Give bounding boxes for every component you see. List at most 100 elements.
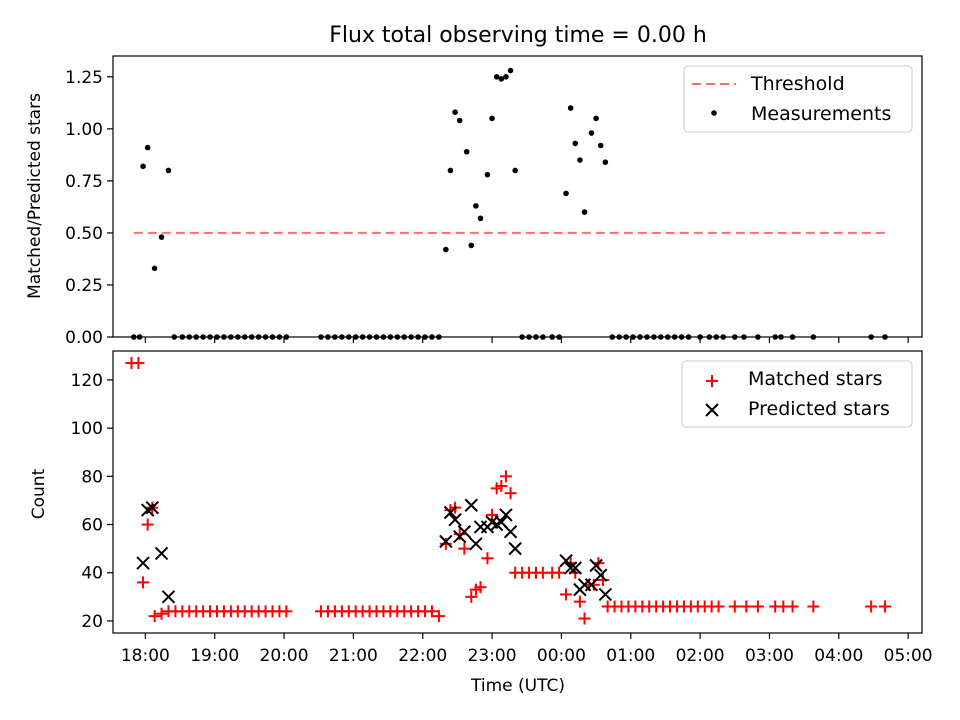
matched-star-point [425,605,438,618]
matched-star-point [587,578,600,591]
measurement-point [572,140,579,147]
bottom-y-axis-label: Count [29,468,49,519]
predicted-star-point [469,537,483,551]
predicted-star-point [508,541,522,556]
predicted-star-point [503,525,518,539]
measurement-point [456,117,463,124]
matched-star-point [504,487,517,500]
predicted-star-point [448,513,462,527]
top-y-tick-label: 0.50 [65,224,103,244]
predicted-star-point [568,561,582,575]
matched-star-point [280,605,293,618]
predicted-star-point [145,500,160,515]
measurement-point [158,234,165,240]
matched-star-point [465,590,478,603]
bottom-plot-frame [112,350,923,634]
bottom-legend-box [681,360,913,428]
flux-ratio-panel: Flux total observing time = 0.00 h Match… [25,23,923,348]
predicted-star-point [154,546,169,561]
top-y-tick-label: 1.00 [65,120,103,140]
measurement-point [447,167,454,174]
measurement-point [507,67,514,74]
top-legend: Threshold Measurements [683,65,913,133]
measurement-point [577,157,583,163]
top-y-tick-label: 0.25 [65,276,103,296]
x-tick-label: 04:00 [814,646,863,666]
measurements-legend-swatch [711,110,717,116]
matched-star-point [879,600,892,613]
matched-star-point [560,588,573,601]
predicted-star-point [499,508,513,522]
bottom-y-tick-label: 20 [81,612,103,632]
measurement-point [463,148,470,155]
predicted-star-point [589,558,603,573]
measurement-point [151,265,158,272]
x-tick-label: 05:00 [884,646,933,666]
matched-star-point [573,595,586,608]
x-tick-label: 23:00 [468,646,517,666]
top-y-axis-label: Matched/Predicted stars [25,93,45,299]
predicted-star-point [598,587,613,602]
measurement-point [602,159,609,165]
predicted-legend-swatch [705,403,719,417]
measurement-point [567,105,574,111]
matched-star-point [553,566,566,579]
measurement-point [563,190,569,197]
measurement-point [512,167,518,174]
threshold-legend-label: Threshold [750,73,845,95]
matched-star-point [481,552,494,565]
x-tick-label: 03:00 [745,646,794,666]
x-tick-label: 00:00 [537,646,586,666]
bottom-y-tick-label: 60 [81,516,103,536]
matched-star-point [453,528,466,541]
x-tick-label: 01:00 [606,646,655,666]
top-legend-box [683,65,913,133]
matched-star-point [728,600,741,613]
bottom-legend: Matched stars Predicted stars [681,360,913,428]
bottom-y-axis: 20 40 60 80 100 120 [71,371,113,632]
matched-star-point [740,600,753,613]
x-tick-label: 18:00 [121,646,170,666]
matched-star-point [751,600,764,613]
bottom-x-axis: 18:00 19:00 20:00 21:00 22:00 23:00 00:00 01:00… [121,633,933,666]
measurement-point [489,115,495,122]
matched-star-point [786,600,799,613]
measurement-point [493,74,500,80]
x-tick-label: 20:00 [260,646,309,666]
matched-legend-label: Matched stars [748,368,882,390]
measurement-point [473,203,479,209]
predicted-star-point [464,498,478,512]
x-axis-label: Time (UTC) [470,676,565,696]
count-panel: Count Time (UTC) 20 40 60 80 100 120 18:00 19:… [29,350,933,696]
top-x-axis [144,337,909,343]
predicted-star-point [457,525,472,539]
predicted-star-point [161,590,176,604]
matched-star-point [141,518,154,531]
matched-star-point [495,479,508,492]
matched-star-point [474,581,487,594]
top-y-tick-label: 0.75 [65,172,103,192]
measurements-legend-label: Measurements [751,103,891,125]
matched-stars-points [125,357,892,625]
predicted-legend-label: Predicted stars [748,398,890,420]
measurement-point [468,242,475,249]
top-y-tick-label: 0.00 [65,328,103,348]
matched-star-point [499,470,512,483]
measurement-point [503,74,509,80]
measurement-point [498,76,505,82]
measurement-point [581,209,588,215]
predicted-star-point [559,553,573,568]
top-y-axis: 0.00 0.25 0.50 0.75 1.00 1.25 [65,68,113,348]
x-tick-label: 22:00 [398,646,447,666]
matched-star-point [155,607,168,620]
measurement-point [597,142,604,149]
measurement-point [477,215,484,222]
x-tick-label: 02:00 [676,646,725,666]
measurement-point [452,109,458,115]
measurement-point [443,246,449,253]
predicted-star-point [594,568,608,582]
x-tick-label: 21:00 [329,646,378,666]
top-plot-frame [112,55,923,338]
measurement-point [144,144,151,151]
